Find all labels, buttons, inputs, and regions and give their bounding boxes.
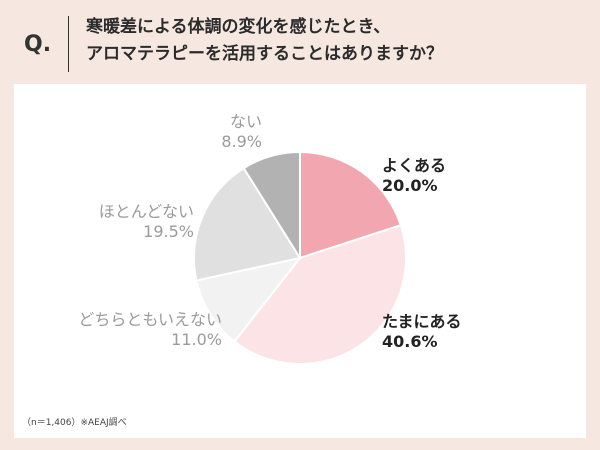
label-nai: ない 8.9%: [221, 112, 262, 152]
slice-nai: [242, 150, 301, 262]
label-tamaniaru: たまにある 40.6%: [382, 312, 462, 352]
label-dochiratomo-category: どちらともいえない: [78, 310, 222, 329]
label-tamaniaru-category: たまにある: [382, 312, 462, 331]
slice-hotondonai: [193, 166, 302, 282]
label-yokuaru-value: 20.0%: [382, 176, 438, 195]
slice-yokuaru: [299, 150, 403, 260]
question-line-1: 寒暖差による体調の変化を感じたとき、: [86, 17, 391, 37]
label-yokuaru: よくある 20.0%: [382, 156, 446, 196]
chart-card: よくある 20.0% たまにある 40.6% どちらともいえない 11.0% ほ…: [14, 84, 586, 438]
label-tamaniaru-value: 40.6%: [382, 332, 438, 351]
q-divider: [68, 16, 69, 72]
label-dochiratomo: どちらともいえない 11.0%: [78, 310, 222, 350]
label-nai-category: ない: [229, 112, 262, 131]
slice-tamaniaru: [233, 223, 407, 365]
label-nai-value: 8.9%: [221, 132, 262, 151]
footnote: （n＝1,406）※AEAJ調べ: [22, 418, 127, 428]
label-hotondonai-value: 19.5%: [143, 222, 194, 241]
slice-dochiratomo: [195, 256, 303, 343]
label-dochiratomo-value: 11.0%: [171, 330, 222, 349]
question-text: 寒暖差による体調の変化を感じたとき、 アロマテラピーを活用することはありますか？: [86, 14, 586, 68]
q-mark: Q.: [24, 32, 52, 57]
pie-chart: [193, 150, 407, 365]
label-hotondonai: ほとんどない 19.5%: [99, 202, 194, 242]
question-line-2: アロマテラピーを活用することはありますか？: [86, 44, 443, 64]
label-yokuaru-category: よくある: [382, 156, 447, 175]
label-hotondonai-category: ほとんどない: [98, 202, 194, 221]
